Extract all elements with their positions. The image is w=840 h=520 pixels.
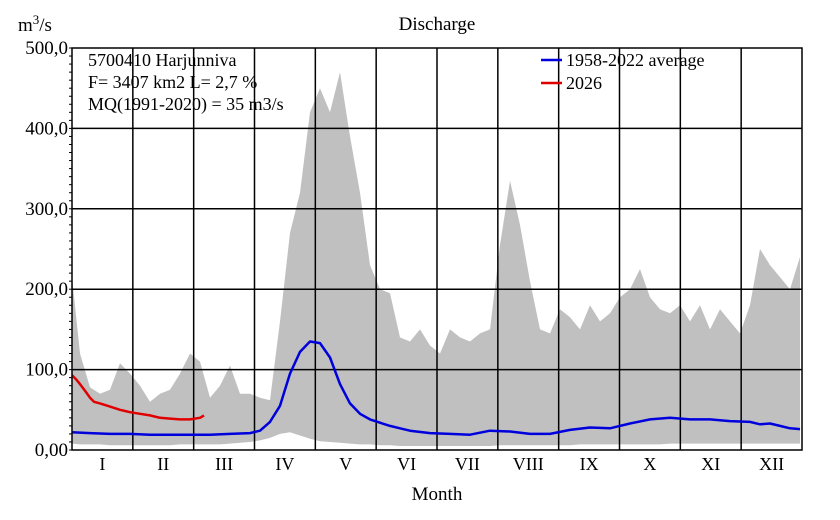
info-line-station: 5700410 Harjunniva [88, 50, 236, 70]
y-unit-superscript: 3 [33, 12, 40, 27]
series-line-average [71, 340, 801, 436]
plot-frame [71, 47, 803, 451]
legend-label-average: 1958-2022 average [566, 50, 704, 70]
chart-title: Discharge [399, 14, 476, 35]
legend-label-2026: 2026 [566, 73, 602, 93]
x-tick-label-month: II [157, 454, 169, 474]
x-tick-label-month: I [99, 454, 105, 474]
y-tick-label: 200,0 [25, 279, 68, 300]
y-unit-rest: /s [39, 15, 52, 36]
x-tick-label-month: VIII [513, 454, 544, 474]
x-tick-label-month: IX [580, 454, 599, 474]
info-box: 5700410 Harjunniva F= 3407 km2 L= 2,7 % … [88, 50, 284, 115]
x-tick-label-month: XII [759, 454, 784, 474]
y-tick-label: 500,0 [25, 38, 68, 59]
series-line-2026 [71, 374, 205, 421]
y-tick-label: 300,0 [25, 199, 68, 220]
y-tick-label: 100,0 [25, 360, 68, 381]
x-axis-label: Month [412, 484, 463, 505]
y-unit-base: m [18, 15, 33, 36]
legend: 1958-2022 average 2026 [541, 50, 704, 93]
y-tick-label: 400,0 [25, 118, 68, 139]
x-tick-label-month: VII [455, 454, 480, 474]
info-line-mean-flow: MQ(1991-2020) = 35 m3/s [88, 94, 284, 115]
x-tick-label-month: X [643, 454, 656, 474]
y-axis-unit: m3/s [18, 12, 52, 36]
range-band [72, 72, 800, 446]
x-tick-label-month: VI [397, 454, 416, 474]
y-tick-label: 0,00 [35, 440, 68, 461]
info-line-area: F= 3407 km2 L= 2,7 % [88, 72, 257, 92]
x-tick-label-month: V [339, 454, 352, 474]
x-tick-label-month: III [215, 454, 233, 474]
x-tick-label-month: XI [701, 454, 720, 474]
x-tick-label-month: IV [275, 454, 294, 474]
